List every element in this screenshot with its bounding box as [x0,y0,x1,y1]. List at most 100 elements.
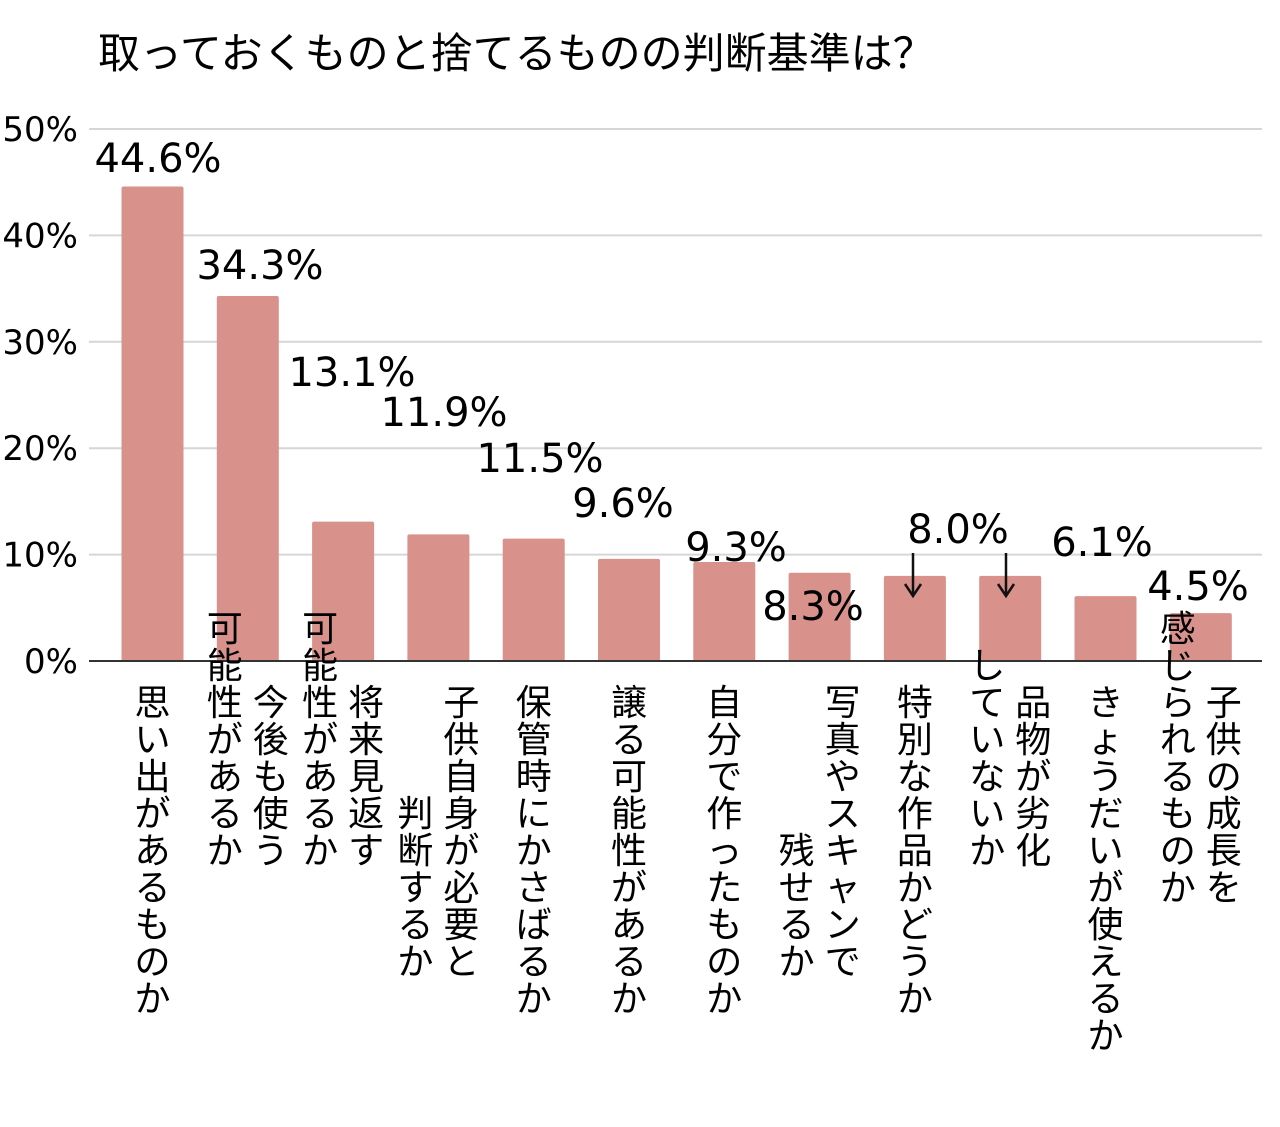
category-label-char: 性 [302,683,338,724]
category-label-char: か [397,942,433,983]
category-label-char: 断 [397,831,433,872]
bar [407,534,470,661]
data-labels: 44.6% 34.3% 13.1%11.9%11.5%9.6%9.3% 8.3% 8.0… [94,136,1248,630]
category-label-char: 使 [253,794,289,835]
category-label-char: か [1160,868,1196,909]
category-label-char: か [706,979,742,1020]
data-label: 8.0% [907,507,1009,553]
category-label-char: か [969,831,1005,872]
bar [979,575,1042,661]
category-label-char: 管 [516,720,552,761]
bar [788,572,851,661]
category-label-char: ば [516,905,552,946]
category-label-char: に [516,794,552,835]
category-label-char: 長 [1206,831,1242,872]
category-label-char: ょ [1087,720,1123,761]
bar [883,575,946,661]
category-label-char: 自 [706,683,742,724]
category-label-char: 返 [348,794,384,835]
category-label-char: か [302,831,338,872]
category-label-char: 写 [825,683,861,724]
data-label: 13.1% [288,350,415,396]
bars [121,186,1232,661]
data-label: 11.9% [380,390,507,436]
category-label-char: が [134,794,170,835]
category-label-char: 来 [348,720,384,761]
category-label-char: し [969,646,1005,687]
category-label-char: れ [1160,720,1196,761]
category-label-char: 物 [1015,720,1051,761]
category-label-char: 身 [443,794,479,835]
category-label-char: す [397,868,433,909]
category-label-char: 能 [302,646,338,687]
category-label-char: 作 [897,794,933,835]
category-label-char: 能 [207,646,243,687]
category-label-char: な [897,757,933,798]
category-label-char: あ [302,757,338,798]
category-label-char: の [706,942,742,983]
category-label-char: の [1160,831,1196,872]
y-tick-label: 50% [2,110,78,150]
data-label: 44.6% [94,136,221,182]
category-label-char: 必 [443,868,479,909]
category-label-char: 判 [397,794,433,835]
category-label-char: 劣 [1015,794,1051,835]
category-label-char: 供 [443,720,479,761]
arrow-head [903,583,923,599]
data-label: 6.1% [1051,520,1153,566]
category-label-char: る [134,868,170,909]
category-label-char: あ [611,905,647,946]
category-label-char: で [825,942,861,983]
category-label-char: 特 [897,683,933,724]
y-tick-label: 40% [2,216,78,256]
category-label-char: 性 [207,683,243,724]
category-label-char: っ [706,831,742,872]
category-label-char: ャ [825,868,861,909]
category-label-char: 要 [443,905,479,946]
category-label-char: 成 [1206,794,1242,835]
category-label-char: で [706,757,742,798]
category-label-char: が [207,720,243,761]
category-label-char: 可 [302,609,338,650]
y-axis-ticks: 0% 10% 20% 30% 40% 50% [2,110,78,682]
category-label-char: も [253,757,289,798]
category-label-char: せ [779,868,815,909]
category-label-char: も [1160,794,1196,835]
category-label-char: や [825,757,861,798]
category-label-char: う [897,942,933,983]
category-label-char: あ [134,831,170,872]
category-label-char: き [1087,683,1123,724]
category-label-char: る [1160,757,1196,798]
gridlines [89,128,1262,556]
bar [312,521,375,661]
category-label-char: る [516,942,552,983]
bar [598,558,660,661]
category-label-char: の [134,942,170,983]
data-label: 9.6% [572,481,674,527]
data-label: 11.5% [476,436,603,482]
category-label-char: ス [825,794,861,835]
category-label-char: か [779,942,815,983]
category-label-char: が [611,868,647,909]
category-label-char: か [134,979,170,1020]
y-tick-label: 20% [2,429,78,469]
data-label: 34.3% [196,243,323,289]
data-label: 9.3% [685,525,787,571]
arrow-head [996,583,1016,599]
category-label-char: が [443,831,479,872]
category-label-char: 作 [706,794,742,835]
category-label-char: 思 [134,683,170,724]
category-label-char: 可 [611,757,647,798]
category-label-char: 別 [897,720,933,761]
category-label-char: る [611,720,647,761]
category-label-char: 化 [1015,831,1051,872]
y-tick-label: 30% [2,323,78,363]
category-label-char: だ [1087,794,1123,835]
category-label-char: る [1087,979,1123,1020]
category-label-char: か [516,831,552,872]
category-label-char: 品 [1015,683,1051,724]
category-label-char: が [302,720,338,761]
category-label-char: い [969,720,1005,761]
category-label-char: か [897,979,933,1020]
